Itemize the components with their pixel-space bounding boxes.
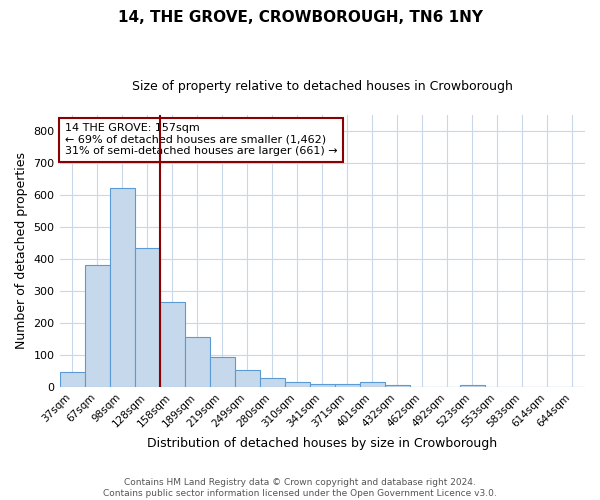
Bar [285,382,310,387]
Bar [134,248,160,387]
Bar [185,338,209,387]
Text: 14 THE GROVE: 157sqm
← 69% of detached houses are smaller (1,462)
31% of semi-de: 14 THE GROVE: 157sqm ← 69% of detached h… [65,123,337,156]
Bar [235,370,260,387]
Bar [209,356,235,387]
Bar [160,302,185,387]
Bar [85,266,110,387]
Bar [335,384,360,387]
Bar [310,384,335,387]
Bar [59,372,85,387]
Text: 14, THE GROVE, CROWBOROUGH, TN6 1NY: 14, THE GROVE, CROWBOROUGH, TN6 1NY [118,10,482,25]
Title: Size of property relative to detached houses in Crowborough: Size of property relative to detached ho… [132,80,513,93]
Bar [385,384,410,387]
Bar [260,378,285,387]
Text: Contains HM Land Registry data © Crown copyright and database right 2024.
Contai: Contains HM Land Registry data © Crown c… [103,478,497,498]
Bar [110,188,134,387]
Bar [360,382,385,387]
Y-axis label: Number of detached properties: Number of detached properties [15,152,28,350]
Bar [460,384,485,387]
X-axis label: Distribution of detached houses by size in Crowborough: Distribution of detached houses by size … [147,437,497,450]
